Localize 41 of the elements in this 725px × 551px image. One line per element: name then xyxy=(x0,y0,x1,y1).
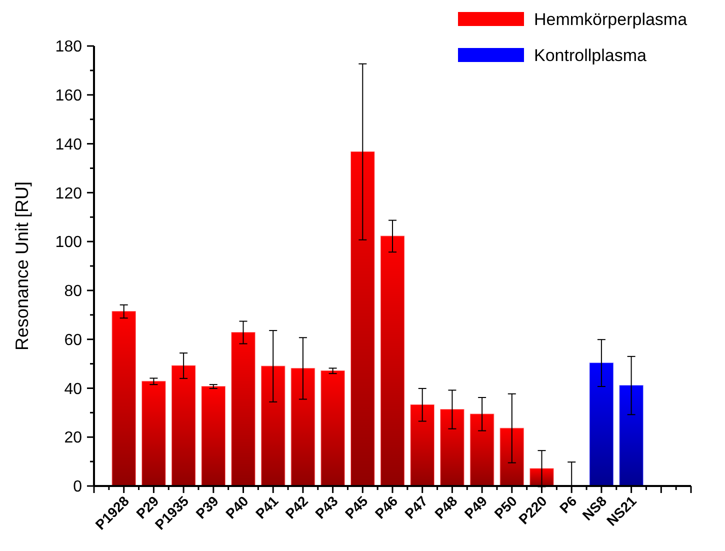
bar xyxy=(290,368,316,486)
y-tick-label: 180 xyxy=(55,38,82,56)
bar xyxy=(171,365,196,486)
bar xyxy=(410,404,434,486)
y-tick-label: 100 xyxy=(55,234,82,252)
bar xyxy=(500,428,524,486)
bar xyxy=(440,408,464,486)
bar xyxy=(380,236,405,486)
bar xyxy=(260,366,286,486)
y-tick-label: 0 xyxy=(73,478,82,496)
x-tick-label: P41 xyxy=(252,492,282,522)
y-tick-label: 60 xyxy=(64,332,82,349)
y-tick-label: 40 xyxy=(64,380,82,398)
x-tick-label: P6 xyxy=(556,492,580,516)
bar xyxy=(589,362,614,486)
x-tick-label: P45 xyxy=(342,492,371,522)
x-tick-label: P42 xyxy=(282,492,312,522)
bar xyxy=(530,468,554,486)
bar xyxy=(320,370,345,486)
bar xyxy=(201,386,226,486)
x-tick-label: P49 xyxy=(461,492,490,522)
bar xyxy=(231,332,256,486)
x-tick-label: P43 xyxy=(312,492,342,522)
y-axis-title: Resonance Unit [RU] xyxy=(12,181,32,351)
y-tick-label: 120 xyxy=(55,185,82,202)
legend-label: Hemmkörperplasma xyxy=(534,10,688,29)
bar xyxy=(470,414,494,486)
bar xyxy=(350,151,375,486)
bar xyxy=(142,380,166,486)
x-tick-label: P46 xyxy=(372,492,401,522)
y-tick-label: 20 xyxy=(64,430,82,447)
x-tick-label: P48 xyxy=(431,492,460,522)
y-tick-label: 160 xyxy=(55,87,82,104)
x-tick-label: P39 xyxy=(192,492,222,522)
x-tick-label: P40 xyxy=(222,492,252,522)
bar xyxy=(619,385,644,486)
x-tick-label: P47 xyxy=(402,492,431,522)
y-tick-label: 140 xyxy=(55,136,82,154)
y-tick-label: 80 xyxy=(64,283,82,300)
bar xyxy=(112,310,136,486)
legend-label: Kontrollplasma xyxy=(534,46,647,65)
